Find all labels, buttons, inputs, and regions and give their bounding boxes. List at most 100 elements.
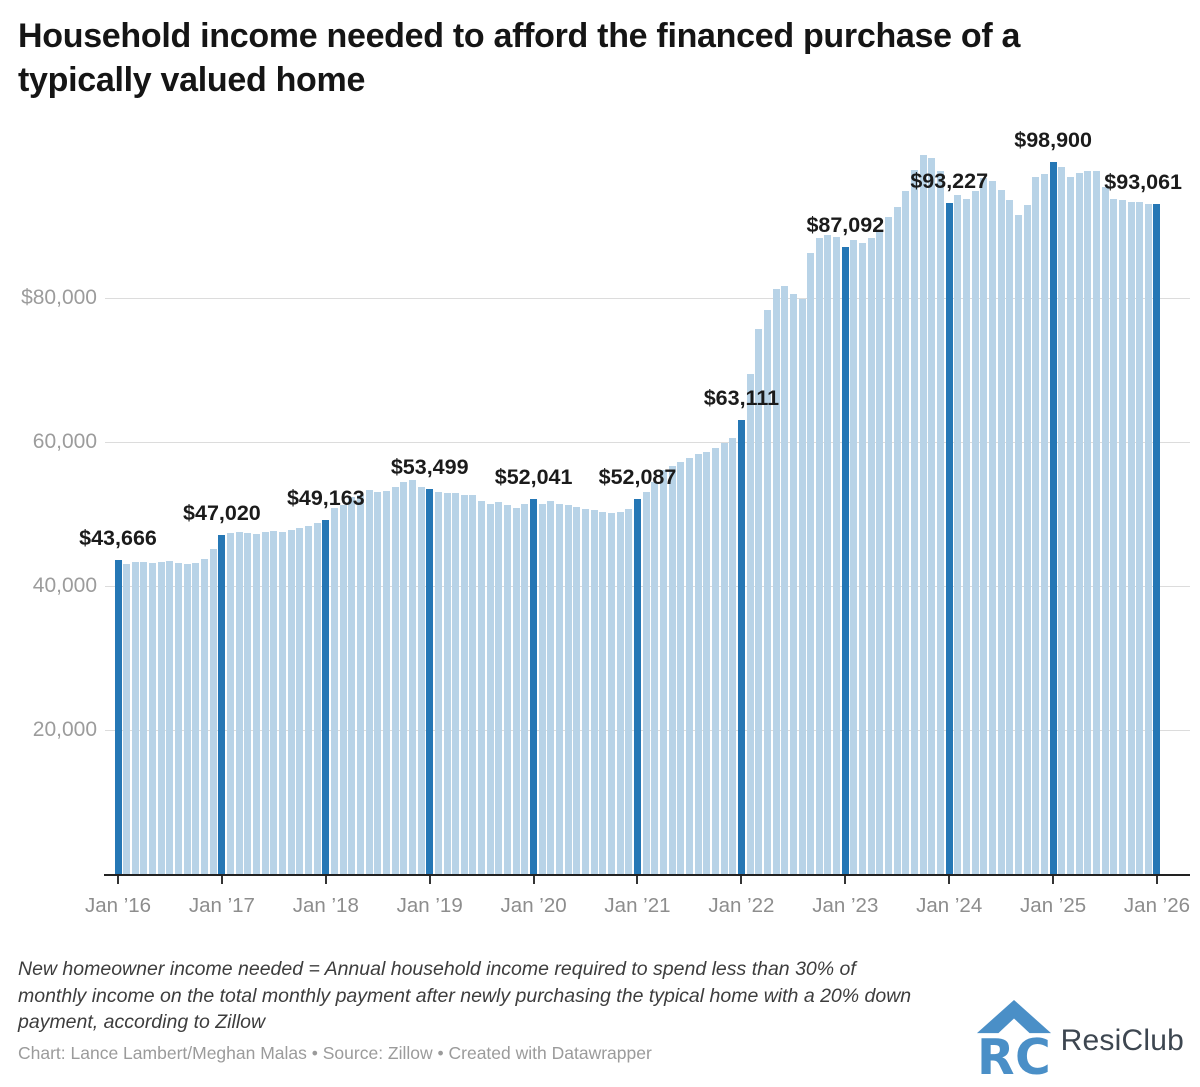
bar-may-2025[interactable] (1084, 171, 1092, 874)
bar-nov-2017[interactable] (304, 526, 312, 874)
bar-nov-2018[interactable] (408, 480, 416, 874)
bar-mar-2019[interactable] (443, 493, 451, 874)
bar-may-2020[interactable] (564, 505, 572, 874)
bar-oct-2020[interactable] (608, 513, 616, 874)
bar-nov-2016[interactable] (201, 559, 209, 874)
bar-jun-2021[interactable] (677, 462, 685, 874)
bar-jun-2023[interactable] (885, 216, 893, 874)
bar-aug-2021[interactable] (694, 454, 702, 874)
bar-aug-2024[interactable] (1006, 200, 1014, 874)
bar-jun-2025[interactable] (1092, 171, 1100, 874)
bar-jan-2018[interactable] (322, 520, 330, 874)
bar-mar-2022[interactable] (755, 328, 763, 874)
bar-oct-2021[interactable] (711, 448, 719, 874)
bar-jun-2019[interactable] (469, 495, 477, 874)
bar-jan-2023[interactable] (841, 246, 849, 874)
bar-sep-2023[interactable] (911, 169, 919, 874)
bar-dec-2023[interactable] (937, 171, 945, 874)
bar-feb-2020[interactable] (538, 503, 546, 874)
bar-may-2018[interactable] (356, 494, 364, 874)
bar-jan-2021[interactable] (633, 498, 641, 874)
bar-jul-2024[interactable] (997, 190, 1005, 874)
bar-jan-2026[interactable] (1153, 203, 1161, 874)
bar-jun-2016[interactable] (157, 561, 165, 874)
bar-may-2016[interactable] (149, 562, 157, 874)
bar-feb-2025[interactable] (1058, 166, 1066, 874)
bar-jul-2021[interactable] (685, 457, 693, 874)
bar-mar-2020[interactable] (547, 501, 555, 874)
bar-dec-2019[interactable] (521, 503, 529, 874)
bar-feb-2016[interactable] (123, 563, 131, 874)
bar-dec-2024[interactable] (1040, 174, 1048, 874)
bar-dec-2021[interactable] (729, 438, 737, 874)
bar-apr-2020[interactable] (556, 503, 564, 874)
bar-nov-2023[interactable] (928, 158, 936, 874)
bar-apr-2016[interactable] (140, 561, 148, 874)
bar-may-2021[interactable] (668, 465, 676, 874)
bar-feb-2018[interactable] (330, 507, 338, 874)
bar-feb-2023[interactable] (850, 239, 858, 874)
bar-feb-2024[interactable] (954, 195, 962, 874)
bar-sep-2017[interactable] (287, 529, 295, 874)
bar-jan-2020[interactable] (530, 499, 538, 874)
bar-jan-2025[interactable] (1049, 161, 1057, 874)
bar-jan-2017[interactable] (218, 535, 226, 874)
bar-apr-2019[interactable] (452, 493, 460, 874)
bar-apr-2022[interactable] (763, 309, 771, 874)
bar-aug-2017[interactable] (279, 532, 286, 874)
bar-nov-2021[interactable] (720, 443, 728, 874)
bar-jun-2017[interactable] (261, 532, 269, 874)
bar-may-2023[interactable] (876, 231, 884, 874)
bar-nov-2024[interactable] (1032, 177, 1040, 874)
bar-jan-2016[interactable] (114, 559, 122, 874)
bar-apr-2017[interactable] (244, 533, 252, 874)
bar-oct-2025[interactable] (1127, 201, 1135, 874)
bar-feb-2017[interactable] (227, 533, 235, 874)
bar-sep-2016[interactable] (183, 564, 191, 874)
bar-jul-2020[interactable] (582, 508, 590, 874)
bar-oct-2017[interactable] (296, 527, 304, 874)
bar-sep-2018[interactable] (391, 487, 399, 874)
bar-mar-2025[interactable] (1066, 177, 1074, 874)
bar-jun-2024[interactable] (988, 180, 996, 874)
bar-aug-2020[interactable] (590, 510, 598, 874)
bar-jul-2019[interactable] (478, 501, 486, 874)
bar-dec-2020[interactable] (625, 508, 633, 874)
bar-apr-2025[interactable] (1075, 173, 1083, 874)
bar-apr-2018[interactable] (348, 496, 356, 874)
bar-nov-2020[interactable] (616, 511, 624, 874)
bar-feb-2021[interactable] (642, 491, 650, 874)
bar-oct-2024[interactable] (1023, 205, 1031, 874)
bar-feb-2019[interactable] (434, 491, 442, 874)
bar-aug-2022[interactable] (798, 298, 806, 874)
bar-jul-2023[interactable] (893, 206, 901, 874)
bar-sep-2019[interactable] (495, 502, 503, 874)
bar-aug-2018[interactable] (382, 490, 390, 874)
bar-jul-2018[interactable] (374, 491, 382, 874)
bar-mar-2023[interactable] (859, 243, 867, 874)
bar-oct-2019[interactable] (504, 505, 512, 874)
bar-may-2019[interactable] (460, 495, 468, 874)
bar-sep-2021[interactable] (703, 452, 711, 874)
bar-apr-2021[interactable] (659, 470, 667, 874)
bar-jun-2020[interactable] (573, 506, 581, 874)
bar-may-2017[interactable] (253, 534, 261, 874)
bar-aug-2016[interactable] (175, 562, 183, 874)
bar-nov-2025[interactable] (1136, 202, 1144, 874)
bar-nov-2019[interactable] (512, 507, 520, 874)
bar-jul-2025[interactable] (1101, 187, 1109, 874)
bar-dec-2018[interactable] (417, 486, 425, 874)
bar-mar-2017[interactable] (235, 532, 243, 874)
bar-jan-2022[interactable] (737, 419, 745, 874)
bar-apr-2024[interactable] (971, 191, 979, 874)
bar-oct-2023[interactable] (919, 155, 927, 874)
bar-dec-2022[interactable] (833, 236, 841, 874)
bar-jun-2022[interactable] (781, 286, 789, 874)
bar-nov-2022[interactable] (824, 235, 832, 874)
bar-sep-2022[interactable] (807, 253, 815, 874)
bar-may-2022[interactable] (772, 288, 780, 874)
bar-oct-2022[interactable] (815, 238, 823, 874)
bar-may-2024[interactable] (980, 178, 988, 874)
bar-jan-2024[interactable] (945, 202, 953, 874)
bar-mar-2016[interactable] (131, 562, 139, 874)
